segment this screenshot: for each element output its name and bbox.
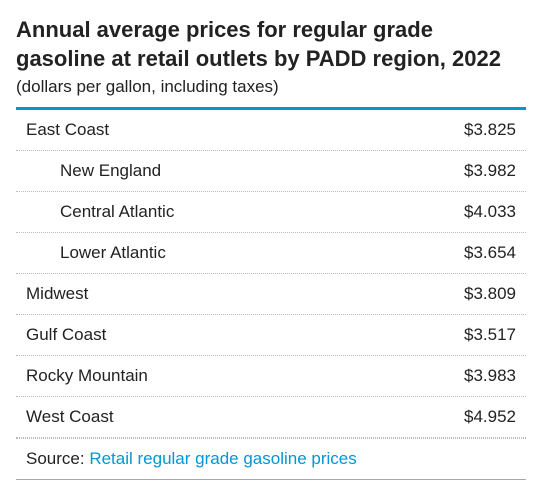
row-value: $3.825 <box>464 120 516 140</box>
source-row: Source: Retail regular grade gasoline pr… <box>16 438 526 479</box>
row-value: $3.983 <box>464 366 516 386</box>
row-value: $4.033 <box>464 202 516 222</box>
row-label: Gulf Coast <box>26 325 106 345</box>
row-value: $4.952 <box>464 407 516 427</box>
source-link[interactable]: Retail regular grade gasoline prices <box>89 449 356 468</box>
table-row: Rocky Mountain $3.983 <box>16 356 526 397</box>
page-title: Annual average prices for regular grade … <box>16 16 526 73</box>
row-label: Midwest <box>26 284 88 304</box>
table-row: New England $3.982 <box>16 151 526 192</box>
table-row: West Coast $4.952 <box>16 397 526 438</box>
row-label: East Coast <box>26 120 109 140</box>
price-table: East Coast $3.825 New England $3.982 Cen… <box>16 107 526 480</box>
table-row: Lower Atlantic $3.654 <box>16 233 526 274</box>
row-label: New England <box>26 161 161 181</box>
row-label: West Coast <box>26 407 114 427</box>
table-row: Central Atlantic $4.033 <box>16 192 526 233</box>
table-row: Midwest $3.809 <box>16 274 526 315</box>
row-label: Rocky Mountain <box>26 366 148 386</box>
row-value: $3.654 <box>464 243 516 263</box>
table-row: East Coast $3.825 <box>16 110 526 151</box>
row-value: $3.809 <box>464 284 516 304</box>
row-label: Central Atlantic <box>26 202 174 222</box>
subtitle: (dollars per gallon, including taxes) <box>16 77 526 97</box>
row-value: $3.517 <box>464 325 516 345</box>
row-label: Lower Atlantic <box>26 243 166 263</box>
row-value: $3.982 <box>464 161 516 181</box>
source-label: Source: <box>26 449 89 468</box>
table-row: Gulf Coast $3.517 <box>16 315 526 356</box>
